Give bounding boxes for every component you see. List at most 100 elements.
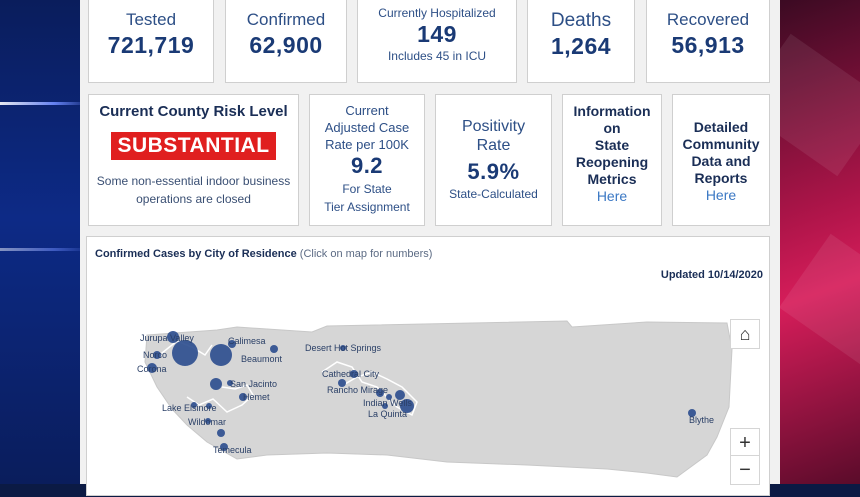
case-rate-note2: Tier Assignment	[324, 200, 410, 214]
label-cathedral-city: Cathedral City	[322, 369, 380, 379]
positivity-card[interactable]: Positivity Rate 5.9% State-Calculated	[435, 94, 552, 226]
label-jurupa-valley: Jurupa Valley	[140, 333, 194, 343]
recovered-value: 56,913	[671, 32, 745, 58]
case-rate-value: 9.2	[350, 153, 384, 178]
label-hemet: Hemet	[243, 392, 270, 402]
label-temecula: Temecula	[213, 445, 252, 455]
label-rancho-mirage: Rancho Mirage	[327, 385, 388, 395]
hospitalized-card[interactable]: Currently Hospitalized 149 Includes 45 i…	[357, 0, 517, 83]
label-blythe: Blythe	[689, 415, 714, 425]
community-data-card[interactable]: Detailed Community Data and Reports Here	[672, 94, 770, 226]
background-shard	[774, 33, 860, 177]
background-shard	[779, 233, 860, 377]
recovered-label: Recovered	[666, 10, 750, 29]
community-line2: Community	[682, 136, 760, 152]
reopening-line5: Metrics	[587, 171, 637, 187]
bubble-palm-desert[interactable]	[386, 394, 392, 400]
bubble-calimesa[interactable]	[228, 340, 236, 348]
bubble-lake-elsinore[interactable]	[191, 402, 197, 408]
reopening-line2: on	[603, 120, 621, 136]
risk-level-title: Current County Risk Level	[99, 103, 288, 120]
zoom-in-button[interactable]: +	[730, 428, 760, 458]
label-calimesa: Calimesa	[228, 336, 266, 346]
confirmed-card[interactable]: Confirmed 62,900	[225, 0, 347, 83]
bubble-perris[interactable]	[210, 378, 222, 390]
hospitalized-label: Currently Hospitalized	[378, 6, 496, 20]
risk-level-card[interactable]: Current County Risk Level SUBSTANTIAL So…	[88, 94, 299, 226]
bubble-moreno-valley[interactable]	[210, 344, 232, 366]
map-title-bold: Confirmed Cases by City of Residence	[95, 248, 297, 260]
broadcast-background-left	[0, 0, 90, 484]
minus-icon: −	[739, 458, 751, 481]
deaths-card[interactable]: Deaths 1,264	[527, 0, 635, 83]
bubble-corona[interactable]	[147, 363, 157, 373]
icu-note: Includes 45 in ICU	[387, 49, 487, 63]
city-boundaries	[186, 384, 254, 413]
covid-dashboard: Tested 721,719 Confirmed 62,900 Currentl…	[80, 0, 780, 496]
label-la-quinta: La Quinta	[368, 409, 407, 419]
light-streak	[0, 248, 90, 251]
bubble-murrieta[interactable]	[217, 429, 225, 437]
community-line3: Data and	[691, 153, 751, 169]
risk-description-line2: operations are closed	[136, 192, 251, 206]
case-rate-line1: Current	[345, 103, 389, 118]
label-san-jacinto: San Jacinto	[230, 379, 277, 389]
bubble-indio[interactable]	[400, 399, 414, 413]
positivity-line2: Rate	[476, 137, 511, 154]
risk-description-line1: Some non-essential indoor business	[96, 174, 291, 188]
bubble-jurupa-valley[interactable]	[167, 331, 179, 343]
tested-card[interactable]: Tested 721,719	[88, 0, 214, 83]
bubble-palm-springs[interactable]	[350, 370, 358, 378]
tested-value: 721,719	[107, 32, 195, 58]
case-rate-card[interactable]: Current Adjusted Case Rate per 100K 9.2 …	[309, 94, 425, 226]
zoom-out-button[interactable]: −	[730, 455, 760, 485]
map-home-button[interactable]: ⌂	[730, 319, 760, 349]
confirmed-label: Confirmed	[246, 10, 326, 29]
reopening-metrics-card[interactable]: Information on State Reopening Metrics H…	[562, 94, 662, 226]
reopening-line1: Information	[573, 103, 651, 119]
bubble-wildomar[interactable]	[205, 418, 211, 424]
bubble-menifee[interactable]	[206, 403, 212, 409]
light-streak	[0, 102, 90, 105]
riverside-county-shape[interactable]	[144, 320, 733, 478]
label-desert-hot-springs: Desert Hot Springs	[305, 343, 382, 353]
bubble-blythe[interactable]	[688, 409, 696, 417]
bubble-la-quinta[interactable]	[382, 403, 388, 409]
bubble-san-jacinto[interactable]	[227, 380, 233, 386]
reopening-here-link[interactable]: Here	[596, 188, 628, 204]
bubble-desert-hot-springs[interactable]	[340, 345, 346, 351]
community-line1: Detailed	[693, 119, 749, 135]
bubble-norco[interactable]	[153, 351, 161, 359]
label-indian-wells: Indian Wells	[363, 398, 412, 408]
risk-level-badge: SUBSTANTIAL	[111, 132, 276, 160]
bubble-hemet[interactable]	[239, 393, 247, 401]
recovered-card[interactable]: Recovered 56,913	[646, 0, 770, 83]
tested-label: Tested	[125, 10, 177, 29]
bubble-beaumont[interactable]	[270, 345, 278, 353]
positivity-value: 5.9%	[467, 159, 520, 184]
bubble-riverside[interactable]	[172, 340, 198, 366]
county-map[interactable]: Jurupa Valley Calimesa Norco Beaumont Co…	[87, 237, 771, 497]
map-updated-date: Updated 10/14/2020	[660, 269, 763, 281]
label-corona: Corona	[137, 364, 167, 374]
community-line4: Reports	[694, 170, 748, 186]
label-norco: Norco	[143, 350, 167, 360]
bubble-temecula[interactable]	[220, 443, 228, 451]
community-here-link[interactable]: Here	[705, 187, 737, 203]
bubble-rancho-mirage[interactable]	[376, 389, 384, 397]
label-beaumont: Beaumont	[241, 354, 283, 364]
case-rate-line3: Rate per 100K	[325, 137, 409, 152]
deaths-label: Deaths	[550, 10, 612, 31]
map-title-hint: (Click on map for numbers)	[299, 248, 433, 260]
positivity-line1: Positivity	[461, 118, 526, 135]
bubble-indian-wells[interactable]	[395, 390, 405, 400]
positivity-note: State-Calculated	[449, 187, 538, 201]
confirmed-value: 62,900	[249, 32, 323, 58]
reopening-line4: Reopening	[575, 154, 649, 170]
case-rate-line2: Adjusted Case	[324, 120, 410, 135]
hospitalized-value: 149	[417, 21, 457, 47]
home-icon: ⌂	[739, 323, 751, 344]
bubble-cathedral-city[interactable]	[338, 379, 346, 387]
reopening-line3: State	[594, 137, 630, 153]
label-lake-elsinore: Lake Elsinore	[162, 403, 217, 413]
